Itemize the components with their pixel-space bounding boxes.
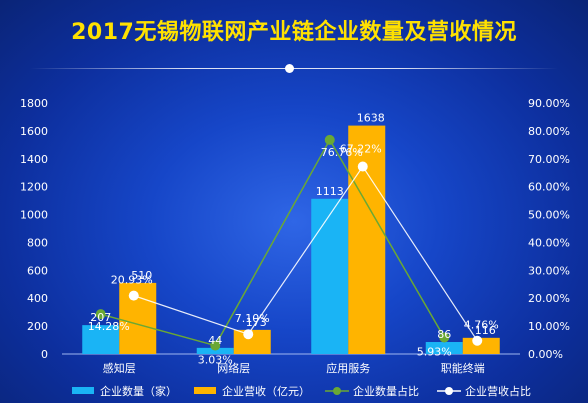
count-ratio-label-1: 3.03% xyxy=(198,354,233,367)
legend: 企业数量（家） 企业营收（亿元） 企业数量占比 企业营收占比 xyxy=(72,384,531,398)
bar-revenue-label-3: 116 xyxy=(475,324,496,337)
point-revenue-ratio-0 xyxy=(128,290,139,301)
line-count-ratio xyxy=(100,138,445,347)
y-right-tick-label: 40.00% xyxy=(528,236,570,249)
y-axis-left: 0 200 400 600 800 1000 1200 1400 1600 1800 xyxy=(20,97,48,361)
y-left-tick-label: 1200 xyxy=(20,181,48,194)
ratio-lines xyxy=(95,134,483,351)
data-labels: 207 510 44 173 1113 1638 86 116 14.28% 3.03% 76.76… xyxy=(88,112,499,367)
count-ratio-label-3: 5.93% xyxy=(417,345,452,358)
x-tick-label-0: 感知层 xyxy=(103,361,136,375)
count-ratio-label-0: 14.28% xyxy=(88,320,130,333)
x-tick-label-2: 应用服务 xyxy=(326,361,370,375)
bar-count-label-2: 1113 xyxy=(316,185,344,198)
y-left-tick-label: 600 xyxy=(27,264,48,277)
bar-revenue-3 xyxy=(462,337,500,354)
legend-marker-3 xyxy=(445,387,453,395)
y-right-tick-label: 10.00% xyxy=(528,320,570,333)
x-tick-label-1: 网络层 xyxy=(217,361,250,375)
y-right-tick-label: 80.00% xyxy=(528,125,570,138)
y-right-tick-label: 60.00% xyxy=(528,181,570,194)
point-revenue-ratio-2 xyxy=(357,161,368,172)
legend-label-0: 企业数量（家） xyxy=(100,384,177,398)
legend-label-1: 企业营收（亿元） xyxy=(222,384,310,398)
bar-count-label-3: 86 xyxy=(437,328,451,341)
legend-marker-2 xyxy=(333,387,341,395)
y-left-tick-label: 1000 xyxy=(20,209,48,222)
point-count-ratio-2 xyxy=(324,134,335,145)
bar-revenue-label-1: 173 xyxy=(246,316,267,329)
y-left-tick-label: 200 xyxy=(27,320,48,333)
y-axis-right: 0.00% 10.00% 20.00% 30.00% 40.00% 50.00% 60.00… xyxy=(528,97,570,361)
y-left-tick-label: 800 xyxy=(27,236,48,249)
bar-count-1 xyxy=(196,347,234,354)
y-right-tick-label: 30.00% xyxy=(528,264,570,277)
revenue-ratio-label-1: 7.10% xyxy=(235,312,270,325)
revenue-ratio-label-3: 4.76% xyxy=(464,319,499,332)
x-axis-ticks: 感知层 网络层 应用服务 职能终端 xyxy=(103,361,485,375)
revenue-ratio-label-0: 20.93% xyxy=(111,274,153,287)
legend-swatch-1 xyxy=(194,387,216,394)
bars xyxy=(82,125,500,354)
x-tick-label-3: 职能终端 xyxy=(441,361,485,375)
legend-label-3: 企业营收占比 xyxy=(465,384,531,398)
y-left-tick-label: 1600 xyxy=(20,125,48,138)
point-count-ratio-1 xyxy=(210,340,221,351)
y-left-tick-label: 400 xyxy=(27,292,48,305)
bar-count-label-0: 207 xyxy=(90,311,111,324)
point-revenue-ratio-3 xyxy=(472,335,483,346)
y-right-tick-label: 0.00% xyxy=(528,348,563,361)
bar-count-label-1: 44 xyxy=(208,334,222,347)
bar-revenue-label-2: 1638 xyxy=(357,112,385,125)
legend-label-2: 企业数量占比 xyxy=(353,384,419,398)
bar-count-0 xyxy=(82,325,120,354)
y-left-tick-label: 1400 xyxy=(20,153,48,166)
line-revenue-ratio xyxy=(133,165,478,342)
chart-title: 2017无锡物联网产业链企业数量及营收情况 xyxy=(71,20,517,45)
bar-count-3 xyxy=(425,342,463,354)
bar-revenue-label-0: 510 xyxy=(131,269,152,282)
y-right-tick-label: 70.00% xyxy=(528,153,570,166)
y-left-tick-label: 1800 xyxy=(20,97,48,110)
y-right-tick-label: 90.00% xyxy=(528,97,570,110)
title-divider xyxy=(30,68,558,69)
point-count-ratio-0 xyxy=(95,309,106,320)
title-divider-dot xyxy=(285,64,294,73)
y-right-tick-label: 50.00% xyxy=(528,209,570,222)
bar-revenue-2 xyxy=(348,125,386,354)
point-count-ratio-3 xyxy=(439,332,450,343)
point-revenue-ratio-1 xyxy=(243,329,254,340)
y-left-tick-label: 0 xyxy=(41,348,48,361)
y-right-tick-label: 20.00% xyxy=(528,292,570,305)
bar-count-2 xyxy=(311,198,349,354)
count-ratio-label-2: 76.76% xyxy=(321,146,363,159)
revenue-ratio-label-2: 67.22% xyxy=(340,143,382,156)
legend-swatch-0 xyxy=(72,387,94,394)
